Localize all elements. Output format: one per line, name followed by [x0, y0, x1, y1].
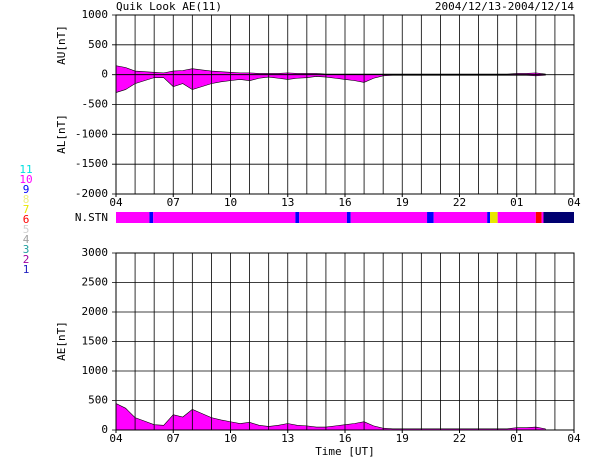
y-tick-label: 1000	[82, 8, 109, 21]
station-segment	[490, 212, 498, 223]
y-tick-label: 0	[101, 68, 108, 81]
station-segment	[350, 212, 428, 223]
x-tick-label: 22	[453, 432, 466, 445]
y-tick-label: 1000	[82, 364, 109, 377]
x-tick-label: 16	[338, 196, 351, 209]
station-segment	[346, 212, 351, 223]
legend-entry: 10	[19, 173, 32, 186]
x-tick-label: 10	[224, 432, 237, 445]
y-tick-label: -1500	[75, 157, 108, 170]
station-segment	[116, 212, 150, 223]
x-tick-label: 07	[167, 196, 180, 209]
station-segment	[299, 212, 347, 223]
y-tick-label: 0	[101, 423, 108, 436]
station-segment	[487, 212, 491, 223]
x-tick-label: 04	[109, 196, 123, 209]
x-tick-label: 13	[281, 196, 294, 209]
legend-entry: 2	[23, 253, 30, 266]
y-label-au: AU[nT]	[55, 25, 68, 65]
legend-entry: 4	[23, 233, 30, 246]
station-segment	[541, 212, 544, 223]
y-label-al: AL[nT]	[55, 114, 68, 154]
y-tick-label: -500	[82, 98, 109, 111]
x-tick-label: 22	[453, 196, 466, 209]
legend-entry: 11	[19, 163, 32, 176]
station-segment	[543, 212, 574, 223]
y-tick-label: 2500	[82, 276, 109, 289]
x-tick-label: 04	[567, 432, 581, 445]
station-segment	[149, 212, 154, 223]
legend-entry: 6	[23, 213, 30, 226]
station-label: N.STN	[75, 211, 108, 224]
plot-frame	[115, 14, 575, 195]
y-tick-label: -2000	[75, 187, 108, 200]
station-segment	[535, 212, 542, 223]
title: Quik Look AE(11)	[116, 0, 222, 13]
legend-entry: 5	[23, 223, 30, 236]
area	[115, 65, 546, 75]
x-label: Time [UT]	[315, 445, 375, 458]
x-tick-label: 01	[510, 432, 523, 445]
y-tick-label: 500	[88, 394, 108, 407]
station-segment	[153, 212, 296, 223]
legend-entry: 7	[23, 203, 30, 216]
x-tick-label: 19	[396, 432, 409, 445]
y-label-ae: AE[nT]	[55, 321, 68, 361]
legend-entry: 1	[23, 263, 30, 276]
date-range: 2004/12/13-2004/12/14	[435, 0, 574, 13]
y-tick-label: 2000	[82, 305, 109, 318]
station-segment	[295, 212, 300, 223]
plot-frame	[115, 252, 575, 431]
x-tick-label: 01	[510, 196, 523, 209]
x-tick-label: 19	[396, 196, 409, 209]
x-tick-label: 04	[567, 196, 581, 209]
legend-entry: 8	[23, 193, 30, 206]
legend-entry: 9	[23, 183, 30, 196]
area	[115, 402, 546, 431]
y-tick-label: -1000	[75, 127, 108, 140]
station-segment	[427, 212, 434, 223]
y-tick-label: 500	[88, 38, 108, 51]
x-tick-label: 16	[338, 432, 351, 445]
x-tick-label: 04	[109, 432, 123, 445]
x-tick-label: 13	[281, 432, 294, 445]
legend-entry: 3	[23, 243, 30, 256]
area	[115, 74, 546, 93]
y-tick-label: 1500	[82, 335, 109, 348]
station-segment	[433, 212, 488, 223]
x-tick-label: 07	[167, 432, 180, 445]
station-segment	[497, 212, 536, 223]
y-tick-label: 3000	[82, 246, 109, 259]
x-tick-label: 10	[224, 196, 237, 209]
